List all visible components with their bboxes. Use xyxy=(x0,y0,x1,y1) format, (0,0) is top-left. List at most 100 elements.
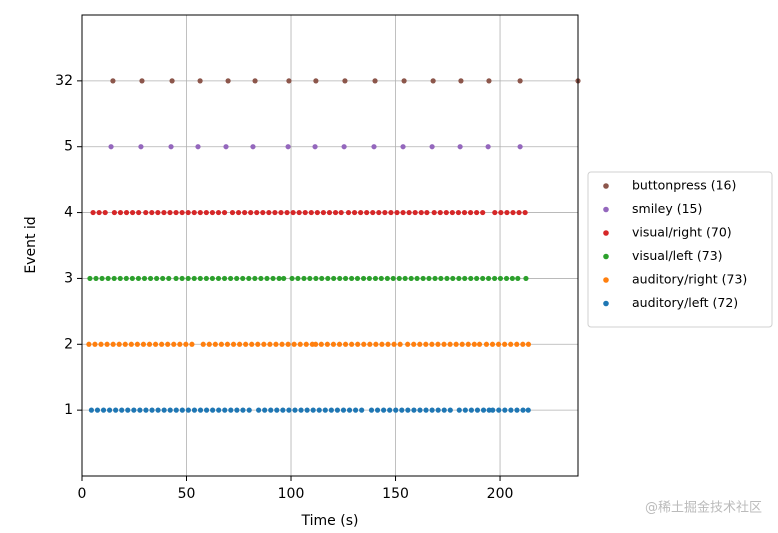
event-dot xyxy=(308,209,314,216)
event-dot xyxy=(431,209,437,216)
event-dot xyxy=(119,407,125,413)
event-dot xyxy=(197,407,204,413)
event-dot xyxy=(290,209,296,216)
event-dot xyxy=(123,209,130,216)
legend: buttonpress (16) smiley (15) visual/right … xyxy=(587,171,773,328)
event-dot xyxy=(368,407,375,413)
event-dot xyxy=(314,209,320,216)
event-dot xyxy=(302,209,308,216)
event-dot xyxy=(502,407,508,413)
event-dot xyxy=(159,341,165,347)
event-dot xyxy=(215,209,222,216)
event-dot xyxy=(168,144,174,150)
event-dot xyxy=(349,275,355,282)
event-dot xyxy=(252,275,258,282)
event-dot xyxy=(405,341,411,347)
event-dot xyxy=(358,209,364,216)
event-dot xyxy=(197,78,203,84)
event-dot xyxy=(476,341,483,347)
event-dot xyxy=(223,144,229,150)
event-dot xyxy=(152,341,159,347)
event-dot xyxy=(474,407,481,413)
event-dot xyxy=(240,407,246,413)
legend-marker xyxy=(603,206,609,213)
event-dot xyxy=(249,341,255,347)
event-dot xyxy=(301,275,307,282)
event-dot xyxy=(397,341,403,347)
event-dot xyxy=(117,209,124,216)
event-dot xyxy=(296,209,302,216)
event-dot xyxy=(326,209,333,216)
event-dot xyxy=(228,407,234,413)
event-dot xyxy=(261,341,267,347)
event-dot xyxy=(183,341,189,347)
event-dot xyxy=(139,78,145,84)
event-dot xyxy=(312,144,318,150)
event-dot xyxy=(485,275,492,282)
event-dot xyxy=(360,275,367,282)
event-dot xyxy=(167,407,173,413)
event-dot xyxy=(342,78,348,84)
event-dot xyxy=(267,341,273,347)
event-dot xyxy=(332,209,339,216)
event-dot xyxy=(432,275,438,282)
x-tick-label: 0 xyxy=(78,486,87,502)
event-dot xyxy=(520,341,526,347)
event-dot xyxy=(154,275,160,282)
event-dot xyxy=(161,407,167,413)
event-dot xyxy=(435,407,441,413)
event-dot xyxy=(256,407,262,413)
event-dot xyxy=(341,144,347,150)
event-dot xyxy=(113,407,119,413)
event-dot xyxy=(209,209,216,216)
event-dot xyxy=(173,407,179,413)
event-dot xyxy=(354,275,361,282)
event-dot xyxy=(185,275,191,282)
event-dot xyxy=(292,407,298,413)
event-dot xyxy=(161,209,167,216)
event-dot xyxy=(393,407,399,413)
event-dot xyxy=(411,407,417,413)
event-dot xyxy=(342,341,349,347)
event-dot xyxy=(417,407,423,413)
event-dot xyxy=(429,407,435,413)
event-dot xyxy=(330,341,337,347)
event-dot xyxy=(117,275,123,282)
event-dot xyxy=(197,275,203,282)
event-dot xyxy=(447,407,453,413)
event-dot xyxy=(260,209,266,216)
legend-box xyxy=(587,171,773,328)
event-dot xyxy=(281,275,287,282)
event-dot xyxy=(346,407,353,413)
event-dot xyxy=(222,407,228,413)
event-dot xyxy=(489,341,496,347)
event-dot xyxy=(435,341,441,347)
event-dot xyxy=(441,407,447,413)
event-dot xyxy=(131,407,137,413)
event-dot xyxy=(134,341,140,347)
event-dot xyxy=(255,341,261,347)
event-dot xyxy=(99,275,105,282)
event-dot xyxy=(191,209,197,216)
event-dot xyxy=(286,78,292,84)
event-dot xyxy=(456,407,462,413)
event-dot xyxy=(320,209,327,216)
event-dot xyxy=(313,341,319,347)
y-tick-label: 32 xyxy=(55,73,73,89)
event-dot xyxy=(336,341,343,347)
event-dot xyxy=(87,275,93,282)
event-dot xyxy=(497,275,504,282)
event-dot xyxy=(303,341,309,347)
event-dot xyxy=(359,407,365,413)
event-dot xyxy=(508,407,514,413)
event-dot xyxy=(447,341,453,347)
event-dot xyxy=(177,341,183,347)
event-dot xyxy=(443,209,449,216)
event-dot xyxy=(355,341,361,347)
event-dot xyxy=(108,144,114,150)
event-dot xyxy=(147,275,154,282)
event-dot xyxy=(313,78,319,84)
event-dot xyxy=(388,209,394,216)
event-dot xyxy=(166,275,172,282)
